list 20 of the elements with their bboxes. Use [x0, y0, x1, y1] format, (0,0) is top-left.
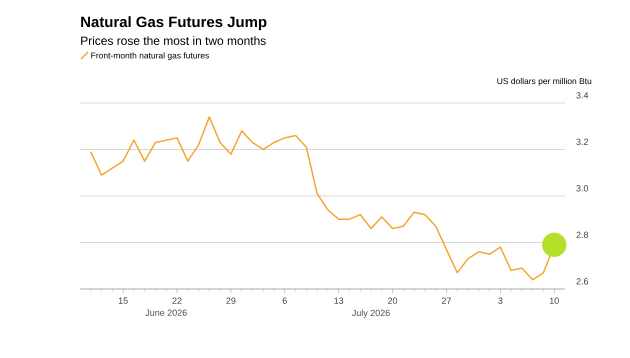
x-tick-label: 3: [498, 298, 502, 304]
text: June 2026: [145, 310, 187, 316]
x-tick-label: 27: [442, 298, 451, 304]
x-tick-label: 6: [282, 298, 287, 304]
x-tick-label: 22: [172, 298, 182, 304]
x-tick-label: 10: [550, 298, 559, 304]
legend-label: Front-month natural gas futures: [91, 52, 209, 60]
chart-title: Natural Gas Futures Jump: [81, 16, 266, 30]
text: July 2026: [352, 310, 390, 318]
y-tick-label: 3.2: [576, 138, 588, 145]
x-tick-label: 15: [118, 298, 128, 304]
y-tick-label: 2.8: [576, 232, 588, 238]
y-tick-label: 3.0: [576, 185, 588, 192]
x-tick-label: 13: [334, 298, 344, 304]
x-tick-label: 29: [226, 298, 236, 304]
x-tick-label: 20: [388, 298, 398, 304]
y-axis-title: US dollars per million Btu: [497, 78, 592, 86]
chart-subtitle: Prices rose the most in two months: [81, 36, 266, 45]
y-tick-label: 3.4: [576, 92, 588, 98]
y-tick-label: 2.6: [576, 278, 588, 284]
